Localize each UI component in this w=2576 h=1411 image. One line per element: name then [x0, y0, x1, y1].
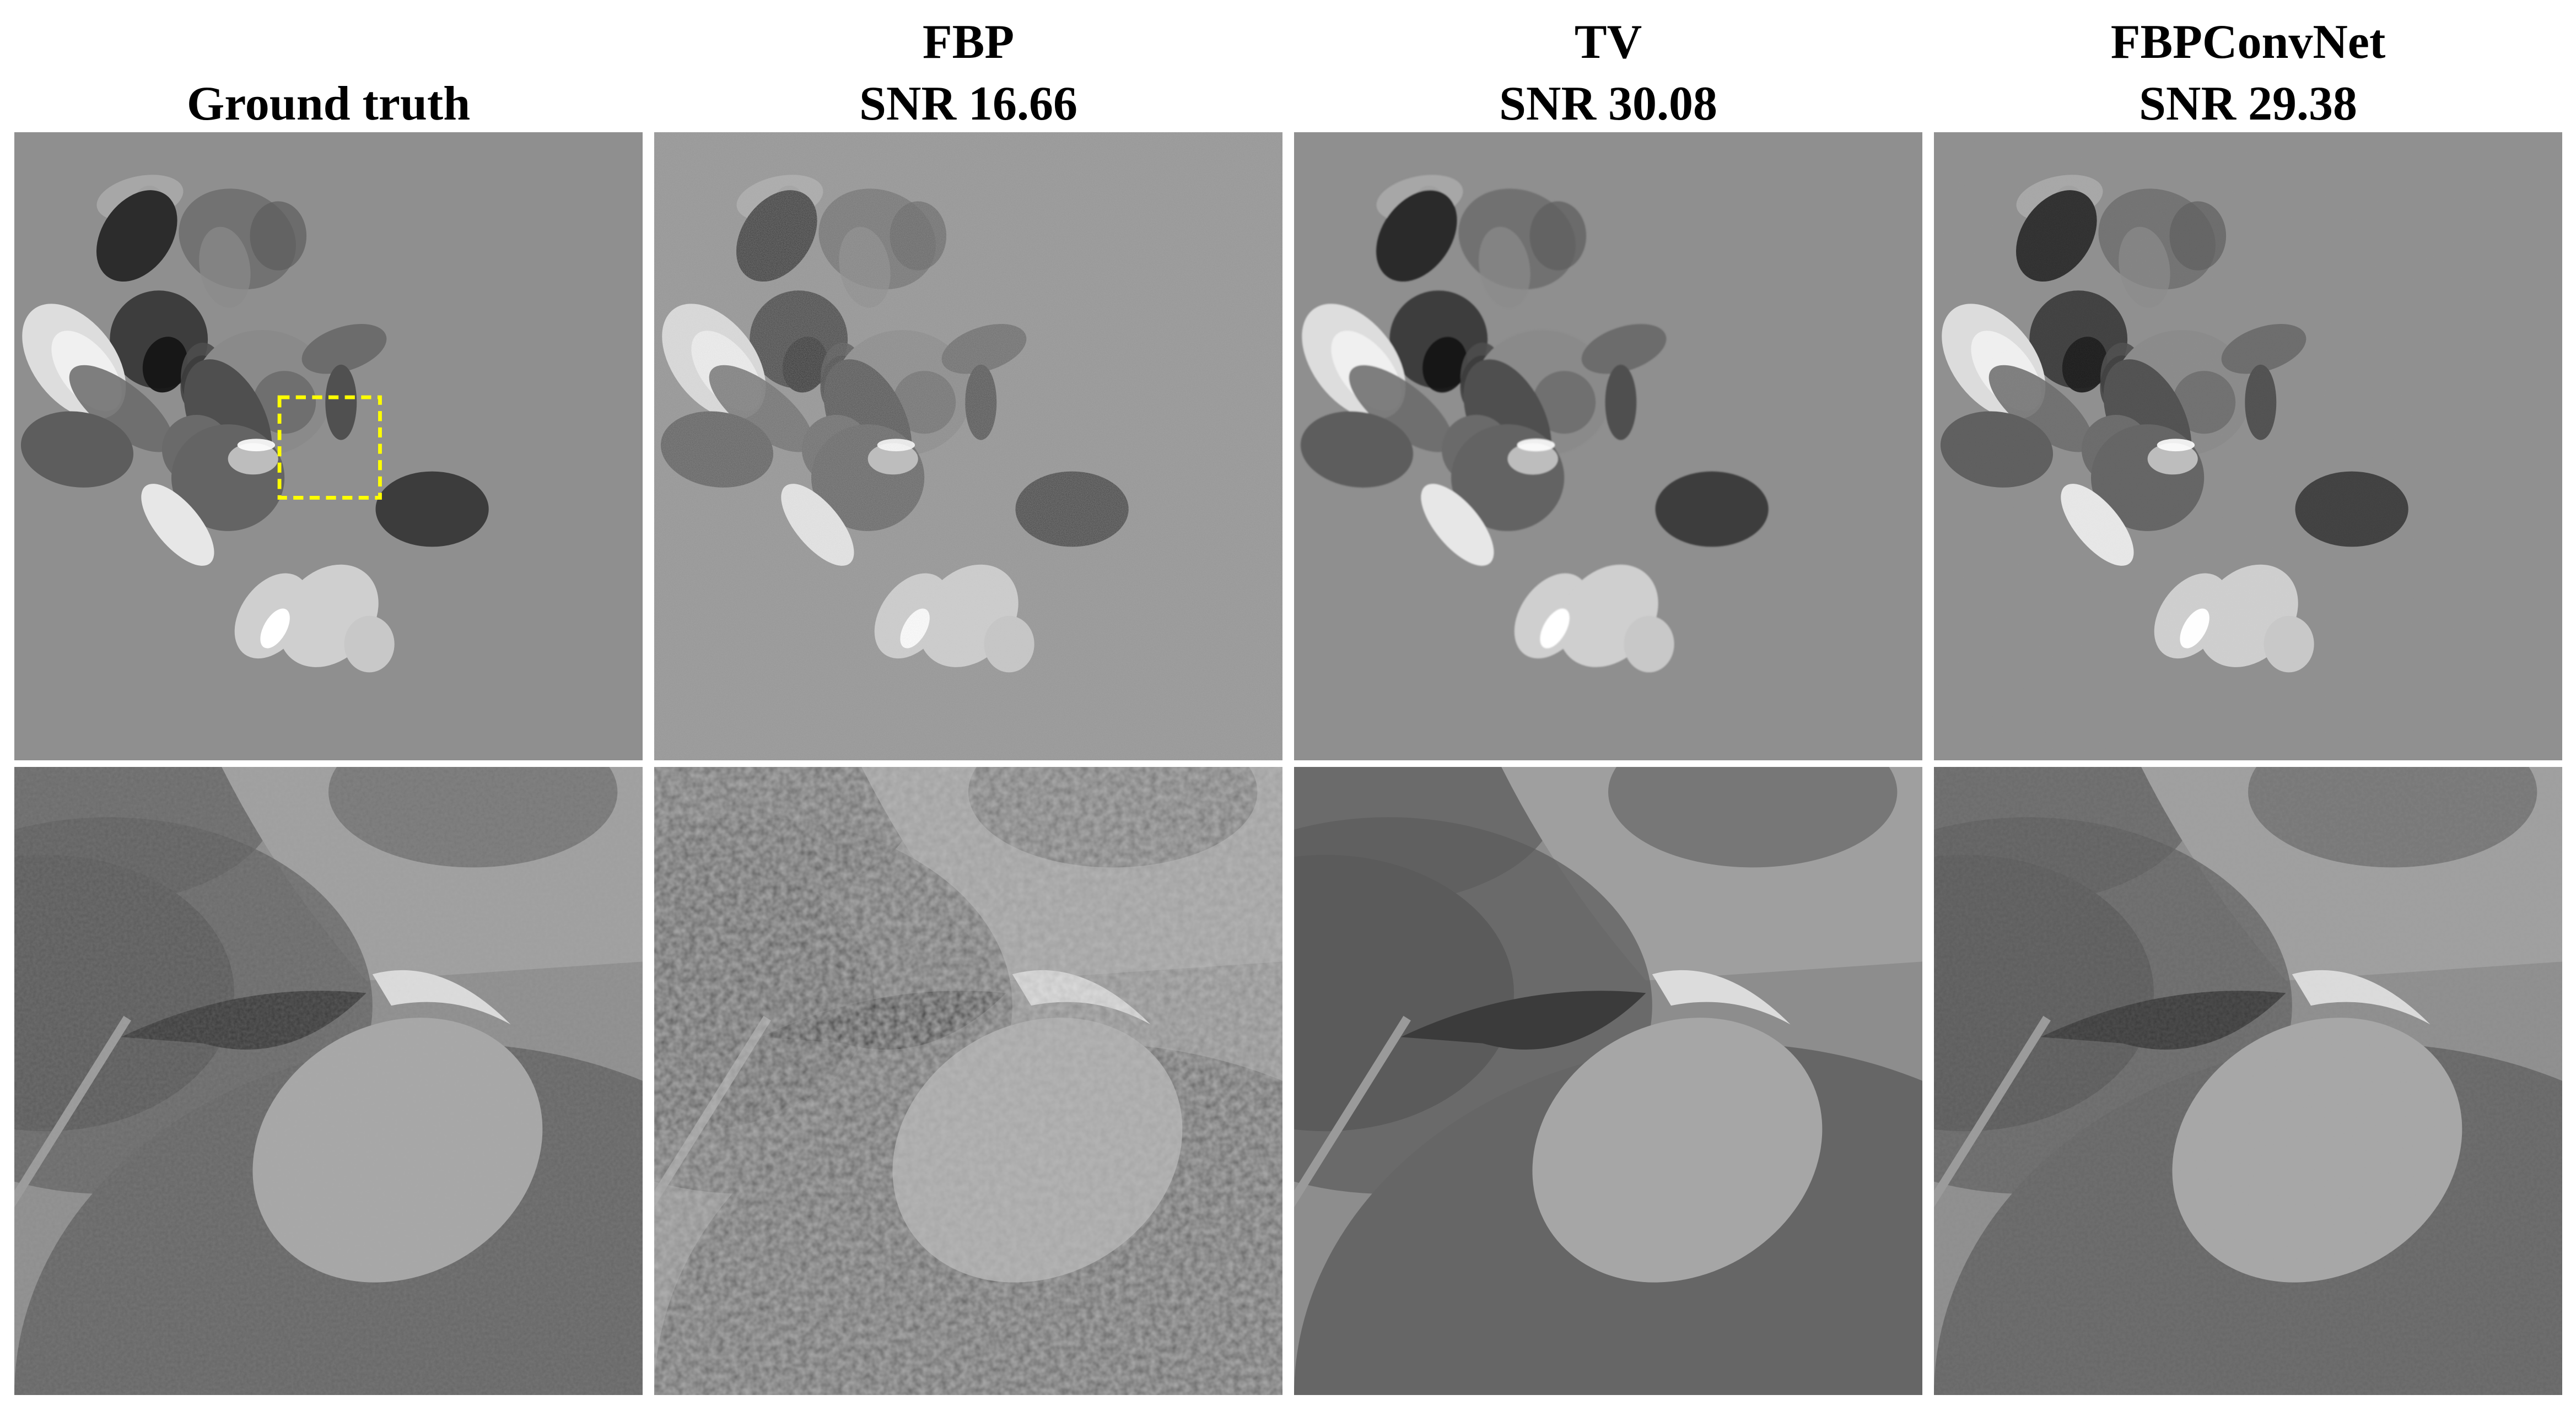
- phantom-ellipse: [965, 364, 997, 440]
- phantom-ellipse: [2180, 608, 2209, 648]
- column-title-line2: SNR 16.66: [859, 77, 1078, 131]
- phantom-ellipse: [2157, 439, 2195, 452]
- phantom-ellipse: [1624, 615, 1674, 673]
- phantom-ellipse: [2295, 471, 2408, 547]
- column-fbpconvnet: FBPConvNet SNR 29.38: [1934, 0, 2562, 1411]
- phantom-ellipse: [2264, 615, 2314, 673]
- phantom-ellipse: [260, 608, 290, 648]
- tv-zoom-image: [1294, 767, 1922, 1395]
- phantom-ellipse: [142, 337, 188, 393]
- phantom-ellipse: [709, 365, 813, 452]
- column-tv: TV SNR 30.08: [1294, 0, 1922, 1411]
- ground-truth-full-image: [14, 132, 643, 760]
- phantom-ellipse: [1507, 443, 1558, 475]
- column-title: FBPConvNet SNR 29.38: [1934, 11, 2562, 135]
- phantom-ellipse: [2061, 484, 2134, 566]
- phantom-ellipse: [228, 443, 278, 475]
- column-title-line2: SNR 30.08: [1499, 77, 1718, 131]
- phantom-ellipse: [1533, 371, 1596, 434]
- phantom-ellipse: [96, 190, 177, 282]
- column-title: TV SNR 30.08: [1294, 11, 1922, 135]
- phantom-image: [1294, 132, 1922, 760]
- phantom-ellipse: [941, 324, 1027, 374]
- ground-truth-zoom-image: [14, 767, 643, 1395]
- phantom-ellipse: [877, 439, 915, 452]
- phantom-ellipse: [250, 201, 307, 271]
- phantom-ellipse: [199, 226, 251, 308]
- phantom-ellipse: [890, 201, 947, 271]
- phantom-ellipse: [1540, 608, 1570, 648]
- phantom-ellipse: [2221, 324, 2306, 374]
- phantom-ellipse: [867, 443, 918, 475]
- column-title-line1: TV: [1574, 15, 1642, 69]
- column-title-line2: Ground truth: [186, 77, 471, 131]
- phantom-ellipse: [69, 365, 173, 452]
- phantom-ellipse: [2062, 337, 2108, 393]
- zoom-image: [654, 767, 1282, 1395]
- phantom-ellipse: [736, 190, 817, 282]
- tv-full-image: [1294, 132, 1922, 760]
- phantom-ellipse: [1421, 484, 1494, 566]
- zoom-image: [1294, 767, 1922, 1395]
- column-ground-truth: Ground truth: [14, 0, 643, 1411]
- phantom-ellipse: [2245, 364, 2277, 440]
- phantom-ellipse: [1376, 190, 1457, 282]
- phantom-ellipse: [1581, 324, 1667, 374]
- phantom-ellipse: [660, 411, 774, 488]
- phantom-ellipse: [375, 471, 489, 547]
- phantom-ellipse: [20, 411, 134, 488]
- phantom-ellipse: [1605, 364, 1637, 440]
- phantom-ellipse: [2169, 201, 2227, 271]
- column-title-line1: FBPConvNet: [2110, 15, 2386, 69]
- phantom-ellipse: [2147, 443, 2198, 475]
- column-title-line1: FBP: [922, 15, 1015, 69]
- phantom-ellipse: [1015, 471, 1129, 547]
- phantom-ellipse: [782, 337, 828, 393]
- column-title: Ground truth: [14, 11, 643, 135]
- fbp-full-image: [654, 132, 1282, 760]
- phantom-ellipse: [2119, 226, 2170, 308]
- phantom-ellipse: [1349, 365, 1453, 452]
- phantom-ellipse: [893, 371, 956, 434]
- phantom-ellipse: [1655, 471, 1769, 547]
- zoom-region-box: [277, 395, 382, 500]
- phantom-ellipse: [1300, 411, 1414, 488]
- column-fbp: FBP SNR 16.66: [654, 0, 1282, 1411]
- zoom-image: [1934, 767, 2562, 1395]
- fbpconvnet-zoom-image: [1934, 767, 2562, 1395]
- phantom-ellipse: [1479, 226, 1530, 308]
- column-title-line2: SNR 29.38: [2138, 77, 2358, 131]
- phantom-ellipse: [2173, 371, 2236, 434]
- phantom-ellipse: [344, 615, 395, 673]
- phantom-ellipse: [2015, 190, 2097, 282]
- phantom-image: [654, 132, 1282, 760]
- phantom-ellipse: [1529, 201, 1587, 271]
- phantom-ellipse: [253, 371, 316, 434]
- phantom-ellipse: [1422, 337, 1468, 393]
- fbp-zoom-image: [654, 767, 1282, 1395]
- column-title: FBP SNR 16.66: [654, 11, 1282, 135]
- phantom-ellipse: [781, 484, 854, 566]
- phantom-ellipse: [839, 226, 891, 308]
- phantom-ellipse: [1988, 365, 2093, 452]
- fbpconvnet-full-image: [1934, 132, 2562, 760]
- phantom-ellipse: [301, 324, 387, 374]
- phantom-ellipse: [1940, 411, 2054, 488]
- phantom-ellipse: [1517, 439, 1555, 452]
- phantom-image: [14, 132, 643, 760]
- zoom-image: [14, 767, 643, 1395]
- phantom-ellipse: [325, 364, 357, 440]
- phantom-ellipse: [984, 615, 1034, 673]
- phantom-ellipse: [900, 608, 930, 648]
- phantom-ellipse: [141, 484, 214, 566]
- phantom-image: [1934, 132, 2562, 760]
- phantom-ellipse: [237, 439, 276, 452]
